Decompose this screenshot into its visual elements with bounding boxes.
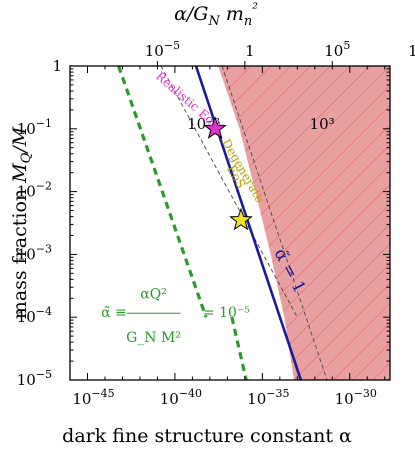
series-line-0 [117,66,208,318]
star-marker-1 [229,207,253,231]
series-line-1 [230,316,248,380]
top-tick-label: 105 [324,39,350,60]
y-tick-label: 10−1 [17,117,52,138]
star-marker-0 [203,116,227,139]
annotation-1: 10³ [310,115,335,133]
top-tick-label: 10−5 [145,39,180,60]
x-tick-label: 10−30 [335,387,377,408]
y-tick-label: 10−3 [17,242,52,263]
annotation-9: = 10⁻⁵ [203,305,250,321]
plot-content [117,66,390,380]
top-tick-label: 1010 [408,39,415,60]
y-tick-label: 10−2 [17,180,52,201]
x-tick-label: 10−45 [72,387,114,408]
x-axis-title: dark fine structure constant α [62,425,352,447]
top-tick-label: 1 [245,42,255,60]
top-axis-title: α/GN mn² [174,1,258,29]
series-line-4 [221,66,328,380]
annotation-8: G_N M² [126,330,181,346]
x-tick-label: 10−40 [160,387,202,408]
series-layer [117,66,328,380]
annotation-7: αQ² [140,286,167,302]
y-tick-label: 10−4 [17,305,52,326]
annotation-0: 10⁻³ [187,115,220,133]
plot-frame [69,65,391,381]
y-tick-label: 1 [52,57,62,75]
x-tick-label: 10−35 [247,387,289,408]
excluded-region-hatch [218,66,390,380]
annotation-6: α̃ ≡ [101,305,127,321]
y-tick-label: 10−5 [17,368,52,389]
y-axis-title: mass fraction MQ/M [9,126,34,319]
series-line-3 [194,66,303,380]
ticks-layer: 10−45 10−40 10−35 10−30 10−5 10−4 10−3 10−2 10−1… [17,39,415,408]
points-layer [203,116,253,231]
series-line-2 [160,66,298,318]
